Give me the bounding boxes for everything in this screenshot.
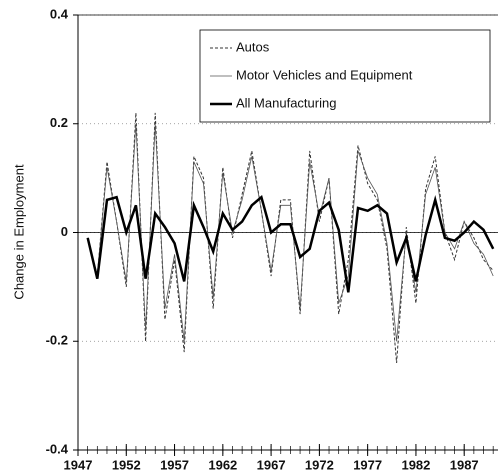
x-tick-label: 1987 <box>450 457 479 472</box>
x-tick-label: 1957 <box>160 457 189 472</box>
x-tick-label: 1962 <box>208 457 237 472</box>
legend-label: Motor Vehicles and Equipment <box>236 67 413 82</box>
y-tick-label: -0.4 <box>46 441 69 456</box>
x-tick-label: 1972 <box>305 457 334 472</box>
legend-box <box>199 29 491 123</box>
x-tick-label: 1977 <box>353 457 382 472</box>
x-tick-label: 1982 <box>401 457 430 472</box>
y-tick-label: 0.4 <box>50 6 69 21</box>
x-tick-label: 1947 <box>64 457 93 472</box>
series-line <box>86 194 495 293</box>
y-tick-label: 0.2 <box>50 115 68 130</box>
legend-label: Autos <box>236 39 270 54</box>
series-line <box>87 112 494 364</box>
x-tick-label: 1952 <box>112 457 141 472</box>
legend-label: All Manufacturing <box>236 95 336 110</box>
x-tick-label: 1967 <box>257 457 286 472</box>
y-tick-label: -0.2 <box>46 333 68 348</box>
y-tick-label: 0 <box>61 224 68 239</box>
series-line <box>87 123 494 342</box>
y-axis-label: Change in Employment <box>11 164 26 300</box>
